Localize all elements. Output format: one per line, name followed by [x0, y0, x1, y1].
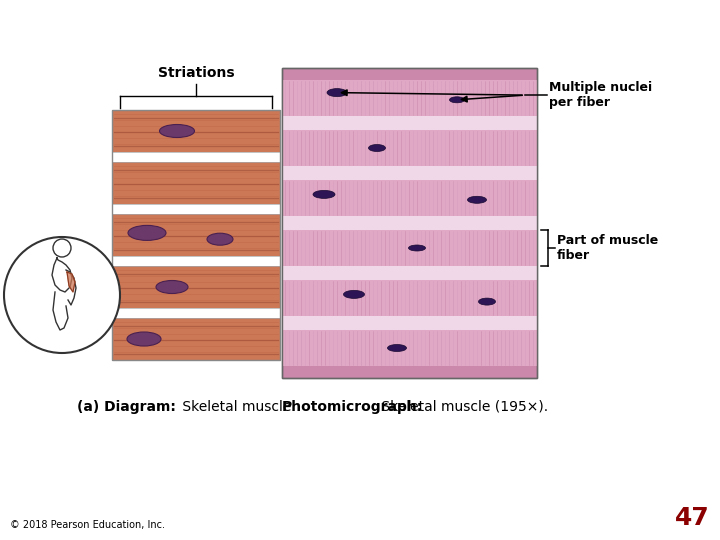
Text: Part of muscle
fiber: Part of muscle fiber	[557, 234, 658, 262]
Ellipse shape	[160, 125, 194, 138]
Bar	[282, 280, 537, 316]
Ellipse shape	[467, 197, 487, 203]
Ellipse shape	[327, 89, 347, 97]
Ellipse shape	[207, 233, 233, 245]
Bar	[112, 204, 280, 214]
Text: Photomicrograph:: Photomicrograph:	[282, 400, 423, 414]
Text: 47: 47	[675, 506, 710, 530]
Text: (a) Diagram:: (a) Diagram:	[77, 400, 176, 414]
Circle shape	[4, 237, 120, 353]
Bar	[112, 110, 280, 152]
Bar	[282, 80, 537, 116]
Bar	[112, 152, 280, 162]
Bar	[112, 318, 280, 360]
Bar	[282, 266, 537, 280]
Bar	[112, 266, 280, 308]
Ellipse shape	[127, 332, 161, 346]
Text: Striations: Striations	[158, 66, 234, 80]
Ellipse shape	[449, 97, 464, 103]
Ellipse shape	[369, 145, 385, 152]
Text: © 2018 Pearson Education, Inc.: © 2018 Pearson Education, Inc.	[10, 520, 165, 530]
Bar	[112, 308, 280, 318]
Text: Multiple nuclei
per fiber: Multiple nuclei per fiber	[549, 81, 652, 109]
Polygon shape	[67, 272, 75, 292]
Ellipse shape	[479, 298, 495, 305]
Circle shape	[53, 239, 71, 257]
Bar	[282, 216, 537, 230]
Text: Skeletal muscle: Skeletal muscle	[178, 400, 292, 414]
Bar	[112, 110, 280, 360]
Ellipse shape	[408, 245, 426, 251]
Bar	[282, 230, 537, 266]
Ellipse shape	[156, 280, 188, 294]
Bar	[112, 214, 280, 256]
Bar	[112, 256, 280, 266]
Bar	[282, 68, 537, 378]
Bar	[282, 130, 537, 166]
Bar	[282, 180, 537, 216]
Bar	[282, 330, 537, 366]
Bar	[282, 68, 537, 378]
Ellipse shape	[387, 345, 407, 352]
Ellipse shape	[128, 225, 166, 240]
Ellipse shape	[313, 191, 335, 198]
Bar	[282, 316, 537, 330]
Text: Skeletal muscle (195×).: Skeletal muscle (195×).	[377, 400, 548, 414]
Bar	[282, 116, 537, 130]
Ellipse shape	[343, 291, 364, 299]
Bar	[282, 166, 537, 180]
Bar	[112, 162, 280, 204]
